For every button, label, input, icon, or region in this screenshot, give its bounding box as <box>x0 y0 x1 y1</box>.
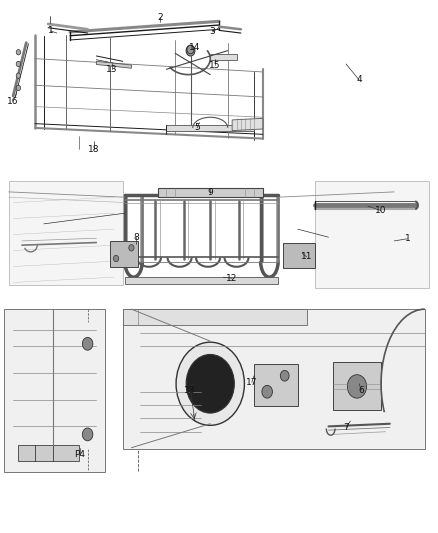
Circle shape <box>280 370 289 381</box>
Text: 3: 3 <box>209 28 215 36</box>
Text: 15: 15 <box>209 61 220 69</box>
Text: 5: 5 <box>194 124 200 132</box>
Text: 12: 12 <box>226 274 238 282</box>
Circle shape <box>186 45 195 56</box>
Circle shape <box>16 85 21 91</box>
Polygon shape <box>4 309 105 472</box>
Circle shape <box>16 73 21 78</box>
Text: 9: 9 <box>207 189 213 197</box>
Circle shape <box>186 354 234 413</box>
Circle shape <box>129 245 134 251</box>
Text: 17: 17 <box>246 378 258 386</box>
Polygon shape <box>166 125 254 131</box>
Polygon shape <box>123 309 307 325</box>
Text: 14: 14 <box>189 44 201 52</box>
Polygon shape <box>333 362 381 410</box>
Text: 10: 10 <box>375 206 387 215</box>
Polygon shape <box>18 445 79 461</box>
Polygon shape <box>283 243 315 268</box>
Text: 2: 2 <box>157 13 162 21</box>
Text: P4: P4 <box>74 450 85 458</box>
Polygon shape <box>9 181 123 285</box>
Polygon shape <box>232 118 263 131</box>
Text: 8: 8 <box>133 233 139 241</box>
Text: 4: 4 <box>357 76 362 84</box>
Polygon shape <box>158 188 263 197</box>
Text: 7: 7 <box>343 423 349 432</box>
Circle shape <box>262 385 272 398</box>
Text: 13: 13 <box>106 65 117 74</box>
Text: 18: 18 <box>88 145 100 154</box>
Circle shape <box>113 255 119 262</box>
Polygon shape <box>254 364 298 406</box>
Circle shape <box>82 337 93 350</box>
Polygon shape <box>210 54 237 60</box>
Text: 6: 6 <box>358 386 364 394</box>
Polygon shape <box>315 181 429 288</box>
Polygon shape <box>96 61 131 68</box>
Circle shape <box>187 45 194 54</box>
Circle shape <box>176 342 244 425</box>
Polygon shape <box>125 277 278 284</box>
Text: 1: 1 <box>47 27 53 35</box>
Circle shape <box>16 50 21 55</box>
Text: 18: 18 <box>184 386 195 394</box>
Circle shape <box>16 61 21 67</box>
Circle shape <box>188 48 193 53</box>
Circle shape <box>347 375 367 398</box>
Text: 11: 11 <box>301 253 312 261</box>
Polygon shape <box>110 241 138 266</box>
Polygon shape <box>123 309 425 449</box>
Text: 16: 16 <box>7 97 19 106</box>
Text: 1: 1 <box>404 235 410 243</box>
Circle shape <box>82 428 93 441</box>
